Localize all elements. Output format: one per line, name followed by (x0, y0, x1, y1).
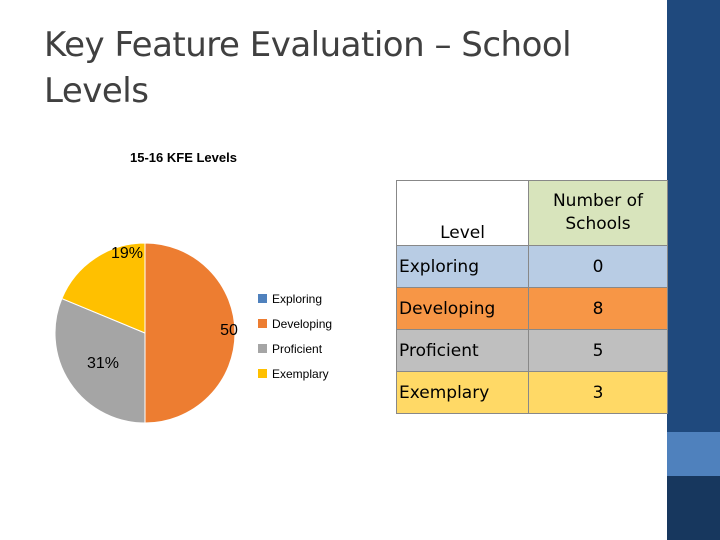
table-cell-count: 8 (528, 287, 668, 330)
legend-label-developing: Developing (272, 316, 333, 331)
pie-data-label-exemplary: 19% (111, 245, 143, 262)
slide-title: Key Feature Evaluation – School Levels (44, 25, 572, 111)
table-row: Developing 8 (396, 287, 668, 330)
legend-swatch-exploring (258, 294, 267, 303)
pie-data-label-proficient: 31% (87, 355, 119, 372)
sidebar-dark-block (667, 476, 720, 540)
table-cell-level: Exemplary (396, 371, 529, 414)
legend-item-proficient: Proficient (258, 336, 332, 361)
table-cell-count: 3 (528, 371, 668, 414)
chart-legend: Exploring Developing Proficient Exemplar… (258, 286, 332, 386)
sidebar-accent-block (667, 432, 720, 476)
legend-swatch-proficient (258, 344, 267, 353)
table-cell-count: 0 (528, 245, 668, 288)
table-cell-count: 5 (528, 329, 668, 372)
table-row: Exemplary 3 (396, 371, 668, 414)
legend-label-proficient: Proficient (272, 341, 323, 356)
legend-swatch-exemplary (258, 369, 267, 378)
legend-label-exploring: Exploring (272, 291, 323, 306)
table-cell-level: Developing (396, 287, 529, 330)
pie-slice-exemplary (61, 242, 146, 334)
pie-slice-developing (144, 242, 236, 424)
table-row: Exploring 0 (396, 245, 668, 288)
chart-title: 15-16 KFE Levels (130, 150, 237, 165)
levels-table: Level Number of Schools Exploring 0 Deve… (396, 180, 668, 414)
pie-data-label-developing: 50 (220, 322, 238, 339)
table-header-row: Level Number of Schools (396, 180, 668, 246)
legend-item-developing: Developing (258, 311, 332, 336)
legend-item-exploring: Exploring (258, 286, 332, 311)
legend-swatch-developing (258, 319, 267, 328)
pie-slice-proficient (54, 297, 146, 424)
legend-label-exemplary: Exemplary (272, 366, 329, 381)
table-header-level: Level (396, 180, 529, 246)
table-row: Proficient 5 (396, 329, 668, 372)
table-header-count: Number of Schools (528, 180, 668, 246)
table-cell-level: Exploring (396, 245, 529, 288)
table-cell-level: Proficient (396, 329, 529, 372)
pie-chart: 50 31% 19% (54, 242, 238, 424)
legend-item-exemplary: Exemplary (258, 361, 332, 386)
